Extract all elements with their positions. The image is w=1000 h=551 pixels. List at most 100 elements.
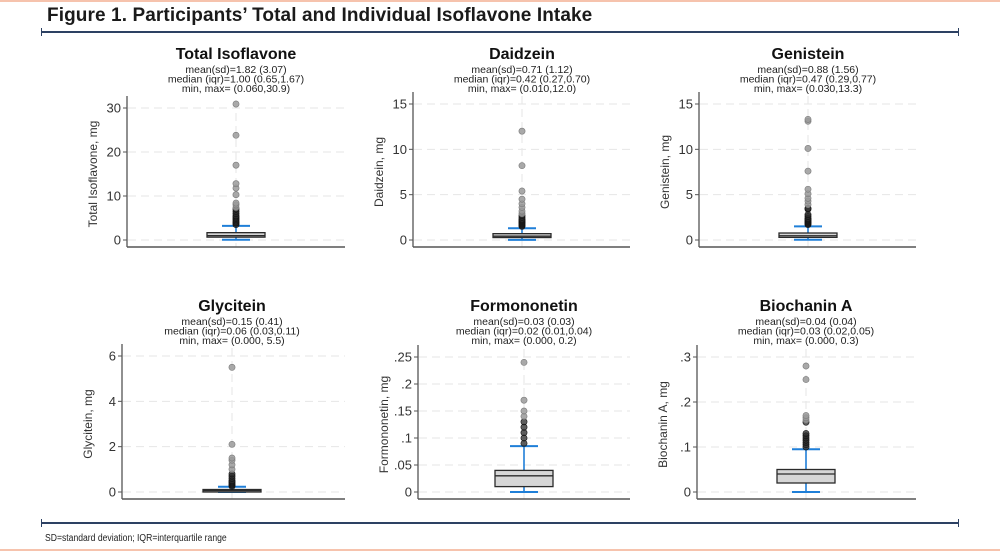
- panel-title: Formononetin: [470, 298, 578, 315]
- outlier-point: [232, 191, 240, 199]
- panel-stat-line: median (iqr)=1.00 (0.65,1.67): [168, 74, 304, 86]
- y-axis-label: Total Isoflavone, mg: [86, 121, 100, 228]
- panel-stat-line: mean(sd)=0.04 (0.04): [755, 316, 856, 328]
- panel-stat-line: min, max= (0.030,13.3): [754, 83, 862, 95]
- outlier-point: [520, 358, 528, 366]
- y-tick-label: 0: [114, 233, 121, 248]
- y-tick-label: 0: [109, 485, 116, 500]
- y-tick-label: .15: [394, 404, 412, 419]
- y-tick-label: .1: [680, 440, 691, 455]
- iqr-box: [494, 469, 554, 488]
- outlier-point: [232, 199, 240, 207]
- y-tick-label: 2: [109, 439, 116, 454]
- outlier-point: [518, 195, 526, 203]
- y-tick-label: 10: [679, 142, 693, 157]
- outlier-point: [228, 454, 236, 462]
- iqr-box: [206, 232, 266, 238]
- y-tick-label: .1: [401, 431, 412, 446]
- y-tick-label: .05: [394, 458, 412, 473]
- outlier-point: [804, 185, 812, 193]
- panel-title: Genistein: [772, 46, 845, 63]
- panel-stat-line: mean(sd)=0.71 (1.12): [471, 64, 572, 76]
- page-bottom-strip: [0, 549, 1000, 551]
- panel-stat-line: mean(sd)=0.03 (0.03): [473, 316, 574, 328]
- outlier-point: [802, 430, 810, 437]
- outlier-point: [802, 376, 810, 383]
- outlier-point: [802, 412, 810, 419]
- footnote: SD=standard deviation; IQR=interquartile…: [45, 533, 227, 544]
- outlier-point: [228, 440, 236, 448]
- outlier-point: [518, 187, 526, 195]
- y-axis-label: Daidzein, mg: [372, 137, 386, 207]
- panel-stat-line: median (iqr)=0.06 (0.03,0.11): [164, 326, 300, 338]
- outlier-point: [804, 145, 812, 152]
- y-tick-label: 30: [107, 101, 121, 116]
- panel-stat-line: min, max= (0.010,12.0): [468, 83, 576, 95]
- panel-stat-line: min, max= (0.000, 0.3): [753, 335, 858, 347]
- panel-stat-line: median (iqr)=0.42 (0.27,0.70): [454, 74, 590, 86]
- y-tick-label: 5: [686, 187, 693, 202]
- outlier-point: [802, 362, 810, 370]
- panel-title: Daidzein: [489, 46, 555, 63]
- top-rule-left-cap: [41, 28, 42, 36]
- y-tick-label: .3: [680, 350, 691, 365]
- y-tick-label: 0: [686, 233, 693, 248]
- bottom-rule-right-cap: [958, 519, 959, 527]
- panel-stat-line: min, max= (0.000, 0.2): [471, 335, 576, 347]
- outlier-point: [232, 161, 240, 169]
- y-tick-label: 20: [107, 145, 121, 160]
- panel-title: Total Isoflavone: [176, 46, 297, 63]
- outlier-point: [518, 127, 526, 135]
- panel-stat-line: min, max= (0.000, 5.5): [179, 335, 284, 347]
- bottom-rule: [41, 522, 959, 524]
- panel-stat-line: min, max= (0.060,30.9): [182, 83, 290, 95]
- bottom-rule-left-cap: [41, 519, 42, 527]
- y-axis-label: Genistein, mg: [658, 135, 672, 209]
- y-tick-label: .2: [680, 395, 691, 410]
- y-tick-label: 6: [109, 349, 116, 364]
- panel-stat-line: median (iqr)=0.02 (0.01,0.04): [456, 326, 592, 338]
- y-tick-label: 0: [400, 233, 407, 248]
- iqr-box: [776, 468, 836, 484]
- panel-stat-line: mean(sd)=0.88 (1.56): [757, 64, 858, 76]
- panel-stat-line: median (iqr)=0.47 (0.29,0.77): [740, 74, 876, 86]
- panel-title: Biochanin A: [760, 298, 853, 315]
- outlier-point: [520, 396, 528, 404]
- panel-stat-line: median (iqr)=0.03 (0.02,0.05): [738, 326, 874, 338]
- y-tick-label: 10: [107, 189, 121, 204]
- outlier-point: [804, 167, 812, 175]
- y-tick-label: 0: [405, 485, 412, 500]
- outlier-point: [520, 407, 528, 415]
- outlier-point: [232, 131, 240, 139]
- y-axis-label: Biochanin A, mg: [656, 381, 670, 468]
- panel-stat-line: mean(sd)=0.15 (0.41): [181, 316, 282, 328]
- y-tick-label: 15: [393, 97, 407, 112]
- outlier-point: [228, 363, 236, 371]
- y-tick-label: 4: [109, 394, 116, 409]
- panel-title: Glycitein: [198, 298, 266, 315]
- page-top-strip: [0, 0, 1000, 2]
- outlier-point: [518, 162, 526, 170]
- y-tick-label: 10: [393, 142, 407, 157]
- top-rule-right-cap: [958, 28, 959, 36]
- y-tick-label: .2: [401, 377, 412, 392]
- y-tick-label: 0: [684, 485, 691, 500]
- panel-stat-line: mean(sd)=1.82 (3.07): [185, 64, 286, 76]
- y-axis-label: Formononetin, mg: [377, 376, 391, 473]
- y-tick-label: 5: [400, 187, 407, 202]
- figure-title: Figure 1. Participants’ Total and Indivi…: [47, 5, 593, 26]
- y-tick-label: .25: [394, 350, 412, 365]
- outlier-point: [232, 100, 240, 108]
- outlier-point: [232, 180, 240, 188]
- y-axis-label: Glycitein, mg: [81, 389, 95, 458]
- top-rule: [41, 31, 959, 33]
- y-tick-label: 15: [679, 97, 693, 112]
- outlier-point: [804, 116, 812, 123]
